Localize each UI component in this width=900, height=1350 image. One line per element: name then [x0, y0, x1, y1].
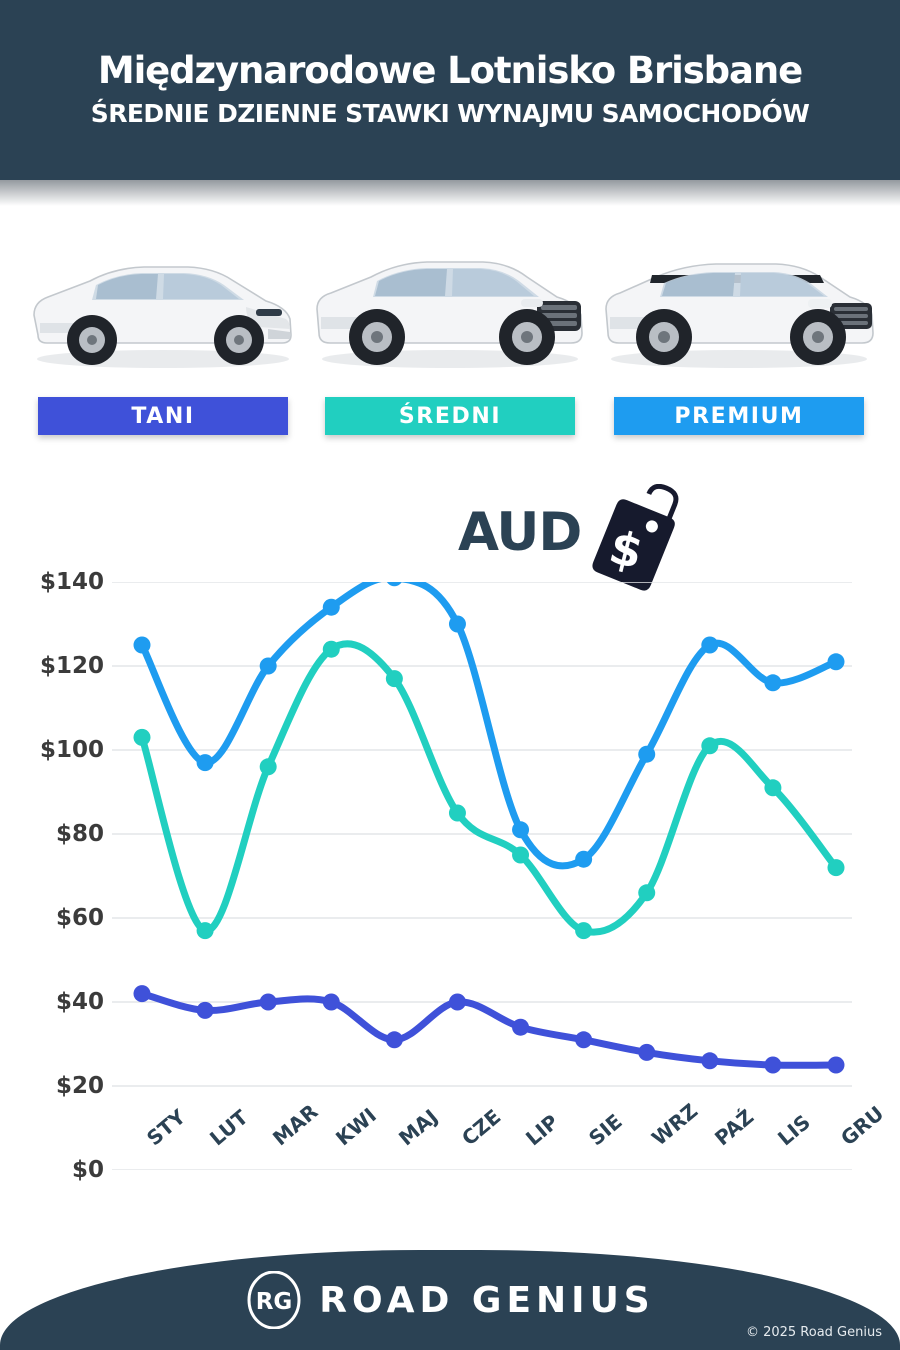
page-title: Międzynarodowe Lotnisko Brisbane — [97, 48, 803, 92]
data-point[interactable] — [512, 821, 530, 839]
hatchback-car-icon — [33, 266, 292, 368]
data-point[interactable] — [448, 993, 466, 1011]
data-point[interactable] — [638, 884, 656, 902]
price-tag-icon: $ — [592, 484, 679, 591]
copyright-text: © 2025 Road Genius — [745, 1325, 882, 1340]
data-point[interactable] — [512, 1018, 530, 1036]
y-axis-tick: $100 — [39, 737, 104, 763]
data-point[interactable] — [638, 1043, 656, 1061]
data-point[interactable] — [322, 598, 340, 616]
category-label-tani: TANI — [38, 397, 288, 435]
category-row: TANI ŚREDNI — [0, 215, 900, 445]
data-point[interactable] — [764, 674, 782, 692]
data-point[interactable] — [322, 640, 340, 658]
data-point[interactable] — [259, 758, 277, 776]
suv-car-icon — [316, 261, 583, 368]
header-shadow — [0, 180, 900, 206]
y-axis-tick: $60 — [55, 905, 104, 931]
data-point[interactable] — [701, 1052, 719, 1070]
brand-lockup: RG ROAD GENIUS — [0, 1271, 900, 1329]
category-label-sredni: ŚREDNI — [325, 397, 575, 435]
series-line-tani — [138, 990, 840, 1069]
data-point[interactable] — [196, 922, 214, 940]
y-axis-tick: $140 — [39, 569, 104, 595]
y-axis-labels: $140 $120 $100 $80 $60 $40 $20 $0 — [0, 540, 104, 1183]
data-point[interactable] — [827, 859, 845, 877]
data-point[interactable] — [575, 1031, 593, 1049]
data-point[interactable] — [638, 745, 656, 763]
data-point[interactable] — [196, 754, 214, 772]
series-dots — [133, 582, 845, 1074]
data-point[interactable] — [701, 737, 719, 755]
chart-plot-area — [112, 582, 852, 1170]
header-banner: Międzynarodowe Lotnisko Brisbane ŚREDNIE… — [0, 0, 900, 180]
x-axis-labels: STY LUT MAR KWI MAJ CZE LIP SIE WRZ PAŹ LIS GRU — [112, 1099, 888, 1222]
y-axis-tick: $40 — [55, 989, 104, 1015]
data-point[interactable] — [322, 993, 340, 1011]
data-point[interactable] — [385, 670, 403, 688]
footer-banner: RG ROAD GENIUS © 2025 Road Genius — [0, 1250, 900, 1350]
category-card-premium[interactable]: PREMIUM — [594, 215, 884, 445]
data-point[interactable] — [259, 993, 277, 1011]
data-point[interactable] — [133, 636, 151, 654]
currency-label: AUD — [458, 502, 582, 563]
data-point[interactable] — [196, 1001, 214, 1019]
luxury-suv-car-icon — [605, 263, 874, 368]
y-axis-tick: $120 — [39, 653, 104, 679]
data-point[interactable] — [385, 1031, 403, 1049]
y-axis-tick: $0 — [71, 1157, 104, 1183]
data-point[interactable] — [827, 1056, 845, 1074]
data-point[interactable] — [133, 728, 151, 746]
logo-initials: RG — [256, 1289, 293, 1315]
data-point[interactable] — [701, 636, 719, 654]
line-chart: $140 $120 $100 $80 $60 $40 $20 $0 STY LUT MAR KWI M… — [0, 540, 900, 1183]
data-point[interactable] — [764, 779, 782, 797]
data-point[interactable] — [827, 653, 845, 671]
category-card-tani[interactable]: TANI — [18, 215, 308, 445]
page-subtitle: ŚREDNIE DZIENNE STAWKI WYNAJMU SAMOCHODÓ… — [90, 99, 810, 129]
data-point[interactable] — [259, 657, 277, 675]
category-card-sredni[interactable]: ŚREDNI — [305, 215, 595, 445]
data-point[interactable] — [386, 582, 403, 587]
data-point[interactable] — [133, 985, 151, 1003]
series-lines — [138, 582, 840, 1069]
brand-name: ROAD GENIUS — [319, 1279, 655, 1321]
gridlines — [112, 582, 852, 1170]
data-point[interactable] — [448, 615, 466, 633]
y-axis-tick: $20 — [55, 1073, 104, 1099]
data-point[interactable] — [448, 804, 466, 822]
currency-badge: AUD $ — [458, 484, 679, 594]
series-line-średni — [138, 640, 840, 936]
data-point[interactable] — [575, 922, 593, 940]
data-point[interactable] — [575, 850, 593, 868]
data-point[interactable] — [512, 846, 530, 864]
y-axis-tick: $80 — [55, 821, 104, 847]
data-point[interactable] — [764, 1056, 782, 1074]
road-genius-logo-icon: RG — [247, 1271, 301, 1329]
category-label-premium: PREMIUM — [614, 397, 864, 435]
